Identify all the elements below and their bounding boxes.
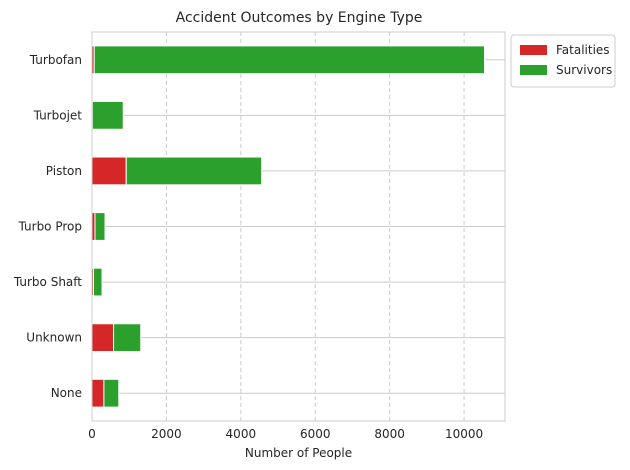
legend: Fatalities Survivors <box>510 34 616 88</box>
y-axis-ticks: Turbofan Turbojet Piston Turbo Prop Turbo Sh… <box>13 53 82 400</box>
bar-fatalities-piston <box>91 156 127 186</box>
plot-frame <box>91 31 506 422</box>
bar-survivors-turbo-shaft <box>92 267 103 297</box>
x-tick-label: 8000 <box>374 427 405 441</box>
y-tick-label: Turbo Prop <box>18 220 82 234</box>
x-tick-label: 0 <box>88 427 96 441</box>
bar-survivors-unknown <box>113 323 142 353</box>
x-tick-label: 4000 <box>226 427 257 441</box>
bar-survivors-turbo-prop <box>94 212 106 241</box>
x-tick-label: 10000 <box>445 427 483 441</box>
bar-fatalities-none <box>91 378 105 408</box>
legend-label: Fatalities <box>556 43 610 57</box>
x-tick-label: 2000 <box>151 427 182 441</box>
y-tick-label: Piston <box>46 164 82 178</box>
legend-swatch <box>520 65 547 75</box>
bars <box>91 45 486 408</box>
bar-survivors-turbofan <box>93 45 486 75</box>
x-tick-label: 6000 <box>300 427 331 441</box>
grid <box>91 32 505 421</box>
y-tick-label: Turbo Shaft <box>13 275 82 289</box>
bar-survivors-turbojet <box>91 100 124 130</box>
y-tick-label: Turbofan <box>29 53 82 67</box>
y-tick-label: Turbojet <box>33 108 83 122</box>
x-axis-label: Number of People <box>245 446 352 460</box>
bar-fatalities-unknown <box>91 323 115 353</box>
bar-survivors-piston <box>125 156 263 186</box>
x-axis-ticks: 0 2000 4000 6000 8000 10000 <box>88 427 483 441</box>
legend-swatch <box>520 45 547 55</box>
chart-title: Accident Outcomes by Engine Type <box>176 10 423 26</box>
legend-label: Survivors <box>556 63 612 77</box>
bar-survivors-none <box>103 378 120 408</box>
y-tick-label: Unknown <box>26 331 82 345</box>
y-tick-label: None <box>51 386 82 400</box>
